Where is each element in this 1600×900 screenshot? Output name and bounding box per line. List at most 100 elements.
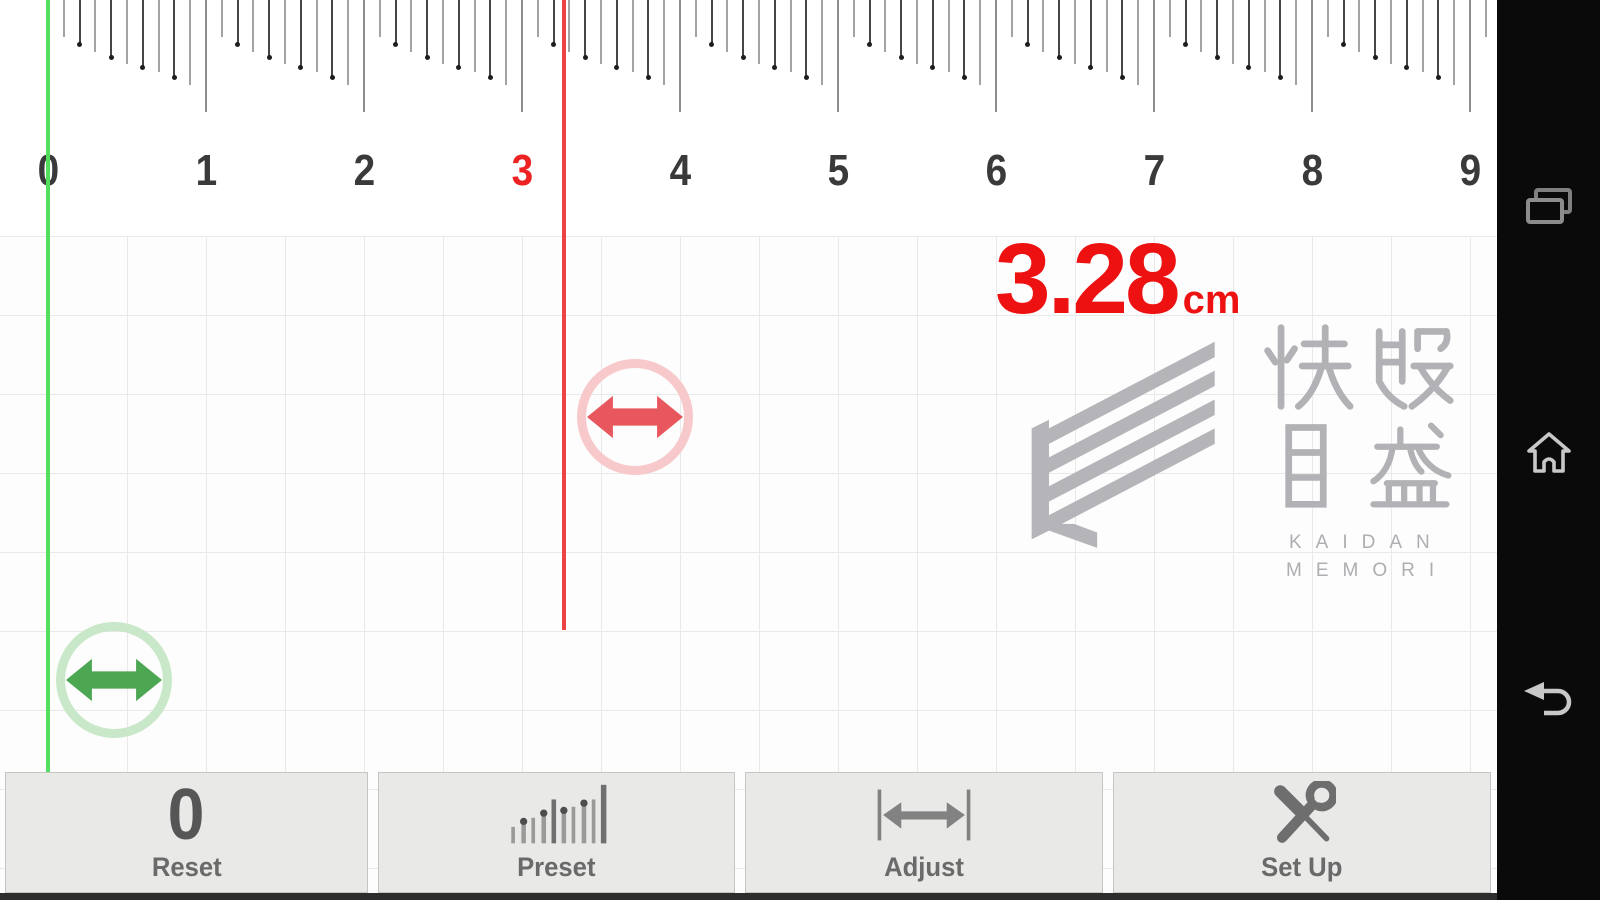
ruler-app: 0 1 2 3 4 5 6 7 8 9: [0, 0, 1497, 900]
mm-tick: [1200, 0, 1203, 52]
tick-dot: [1277, 75, 1283, 80]
cm-tick: [362, 0, 366, 112]
mm-tick: [852, 0, 855, 37]
tick-dot: [740, 55, 746, 60]
cm-tick: [1468, 0, 1472, 112]
mm-tick: [1074, 0, 1076, 64]
ruler-number-8: 8: [1301, 146, 1324, 195]
grid-line-horizontal: [0, 552, 1497, 553]
mm-tick: [298, 0, 304, 70]
mm-tick: [473, 0, 476, 72]
mm-tick: [726, 0, 729, 52]
mm-tick: [94, 0, 97, 52]
mm-tick: [614, 0, 620, 70]
mm-tick: [77, 0, 83, 47]
cjk-glyph-me: [1285, 424, 1327, 508]
mm-tick: [315, 0, 318, 72]
mm-tick: [898, 0, 904, 60]
ruler-number-2: 2: [353, 146, 376, 195]
mm-tick: [126, 0, 128, 64]
mm-tick: [1277, 0, 1283, 80]
mm-tick: [487, 0, 493, 80]
mm-tick: [663, 0, 666, 85]
tick-dot: [329, 75, 335, 80]
watermark-logo: [1022, 332, 1234, 553]
tick-dot: [1088, 65, 1094, 70]
zero-drag-handle[interactable]: [56, 622, 172, 738]
cm-tick: [836, 0, 840, 112]
mm-tick: [740, 0, 746, 60]
nav-back-button[interactable]: [1497, 646, 1600, 756]
mm-tick: [916, 0, 918, 64]
grid-line-horizontal: [0, 394, 1497, 395]
grid-line-vertical: [601, 236, 602, 893]
tick-dot: [1183, 42, 1189, 47]
adjust-button[interactable]: Adjust: [745, 772, 1103, 893]
grid-line-vertical: [206, 236, 207, 893]
mm-tick: [189, 0, 192, 85]
tick-dot: [1341, 42, 1347, 47]
tick-dot: [266, 55, 272, 60]
ruler-number-3: 3: [511, 146, 534, 195]
mm-tick: [1088, 0, 1094, 70]
mm-tick: [1105, 0, 1108, 72]
mm-tick: [393, 0, 399, 47]
cjk-glyph-kuai: [1264, 324, 1354, 410]
mm-tick: [108, 0, 114, 60]
measurement-readout: 3.28 cm: [995, 222, 1240, 337]
nav-home-button[interactable]: [1497, 398, 1600, 508]
left-right-arrow-icon: [587, 395, 683, 439]
grid-line-vertical: [680, 236, 681, 893]
tick-dot: [1404, 65, 1410, 70]
grid-line-horizontal: [0, 236, 1497, 237]
nav-recents-button[interactable]: [1497, 152, 1600, 262]
mm-tick: [631, 0, 634, 72]
ruler-number-1: 1: [195, 146, 218, 195]
mm-tick: [1358, 0, 1361, 52]
recents-icon: [1525, 188, 1572, 224]
watermark-cjk-line1: [1258, 318, 1456, 414]
mm-tick: [884, 0, 887, 52]
mm-tick: [709, 0, 715, 47]
mm-tick: [979, 0, 982, 85]
tick-dot: [171, 75, 177, 80]
back-icon: [1523, 682, 1571, 716]
measure-drag-handle[interactable]: [577, 359, 693, 475]
tools-icon: [1274, 781, 1336, 843]
grid-line-vertical: [759, 236, 760, 893]
mm-tick: [1056, 0, 1062, 60]
mm-tick: [772, 0, 778, 70]
tick-dot: [77, 42, 83, 47]
tick-dot: [1214, 55, 1220, 60]
mm-tick: [347, 0, 350, 85]
tick-dot: [235, 42, 241, 47]
left-right-arrow-icon: [66, 658, 162, 702]
tick-dot: [551, 42, 557, 47]
grid-line-vertical: [1391, 236, 1392, 893]
tick-dot: [1025, 42, 1031, 47]
mm-tick: [410, 0, 413, 52]
zero-icon: 0: [168, 775, 205, 855]
measure-marker-line[interactable]: [562, 0, 566, 630]
setup-button[interactable]: Set Up: [1113, 772, 1491, 893]
mm-tick: [1010, 0, 1013, 37]
tick-dot: [424, 55, 430, 60]
mm-tick: [329, 0, 335, 80]
mm-tick: [867, 0, 873, 47]
adjust-button-label: Adjust: [884, 852, 964, 882]
mm-tick: [1404, 0, 1410, 70]
zero-marker-line[interactable]: [46, 0, 50, 772]
mm-tick: [600, 0, 602, 64]
preset-button[interactable]: Preset: [378, 772, 735, 893]
mm-tick: [442, 0, 444, 64]
mm-tick: [1214, 0, 1220, 60]
mm-tick: [568, 0, 571, 52]
tick-dot: [108, 55, 114, 60]
grid-line-horizontal: [0, 631, 1497, 632]
cm-tick: [678, 0, 682, 112]
reset-button[interactable]: 0 Reset: [5, 772, 368, 893]
measurement-unit: cm: [1182, 278, 1241, 322]
grid-line-horizontal: [0, 710, 1497, 711]
mm-tick: [140, 0, 146, 70]
